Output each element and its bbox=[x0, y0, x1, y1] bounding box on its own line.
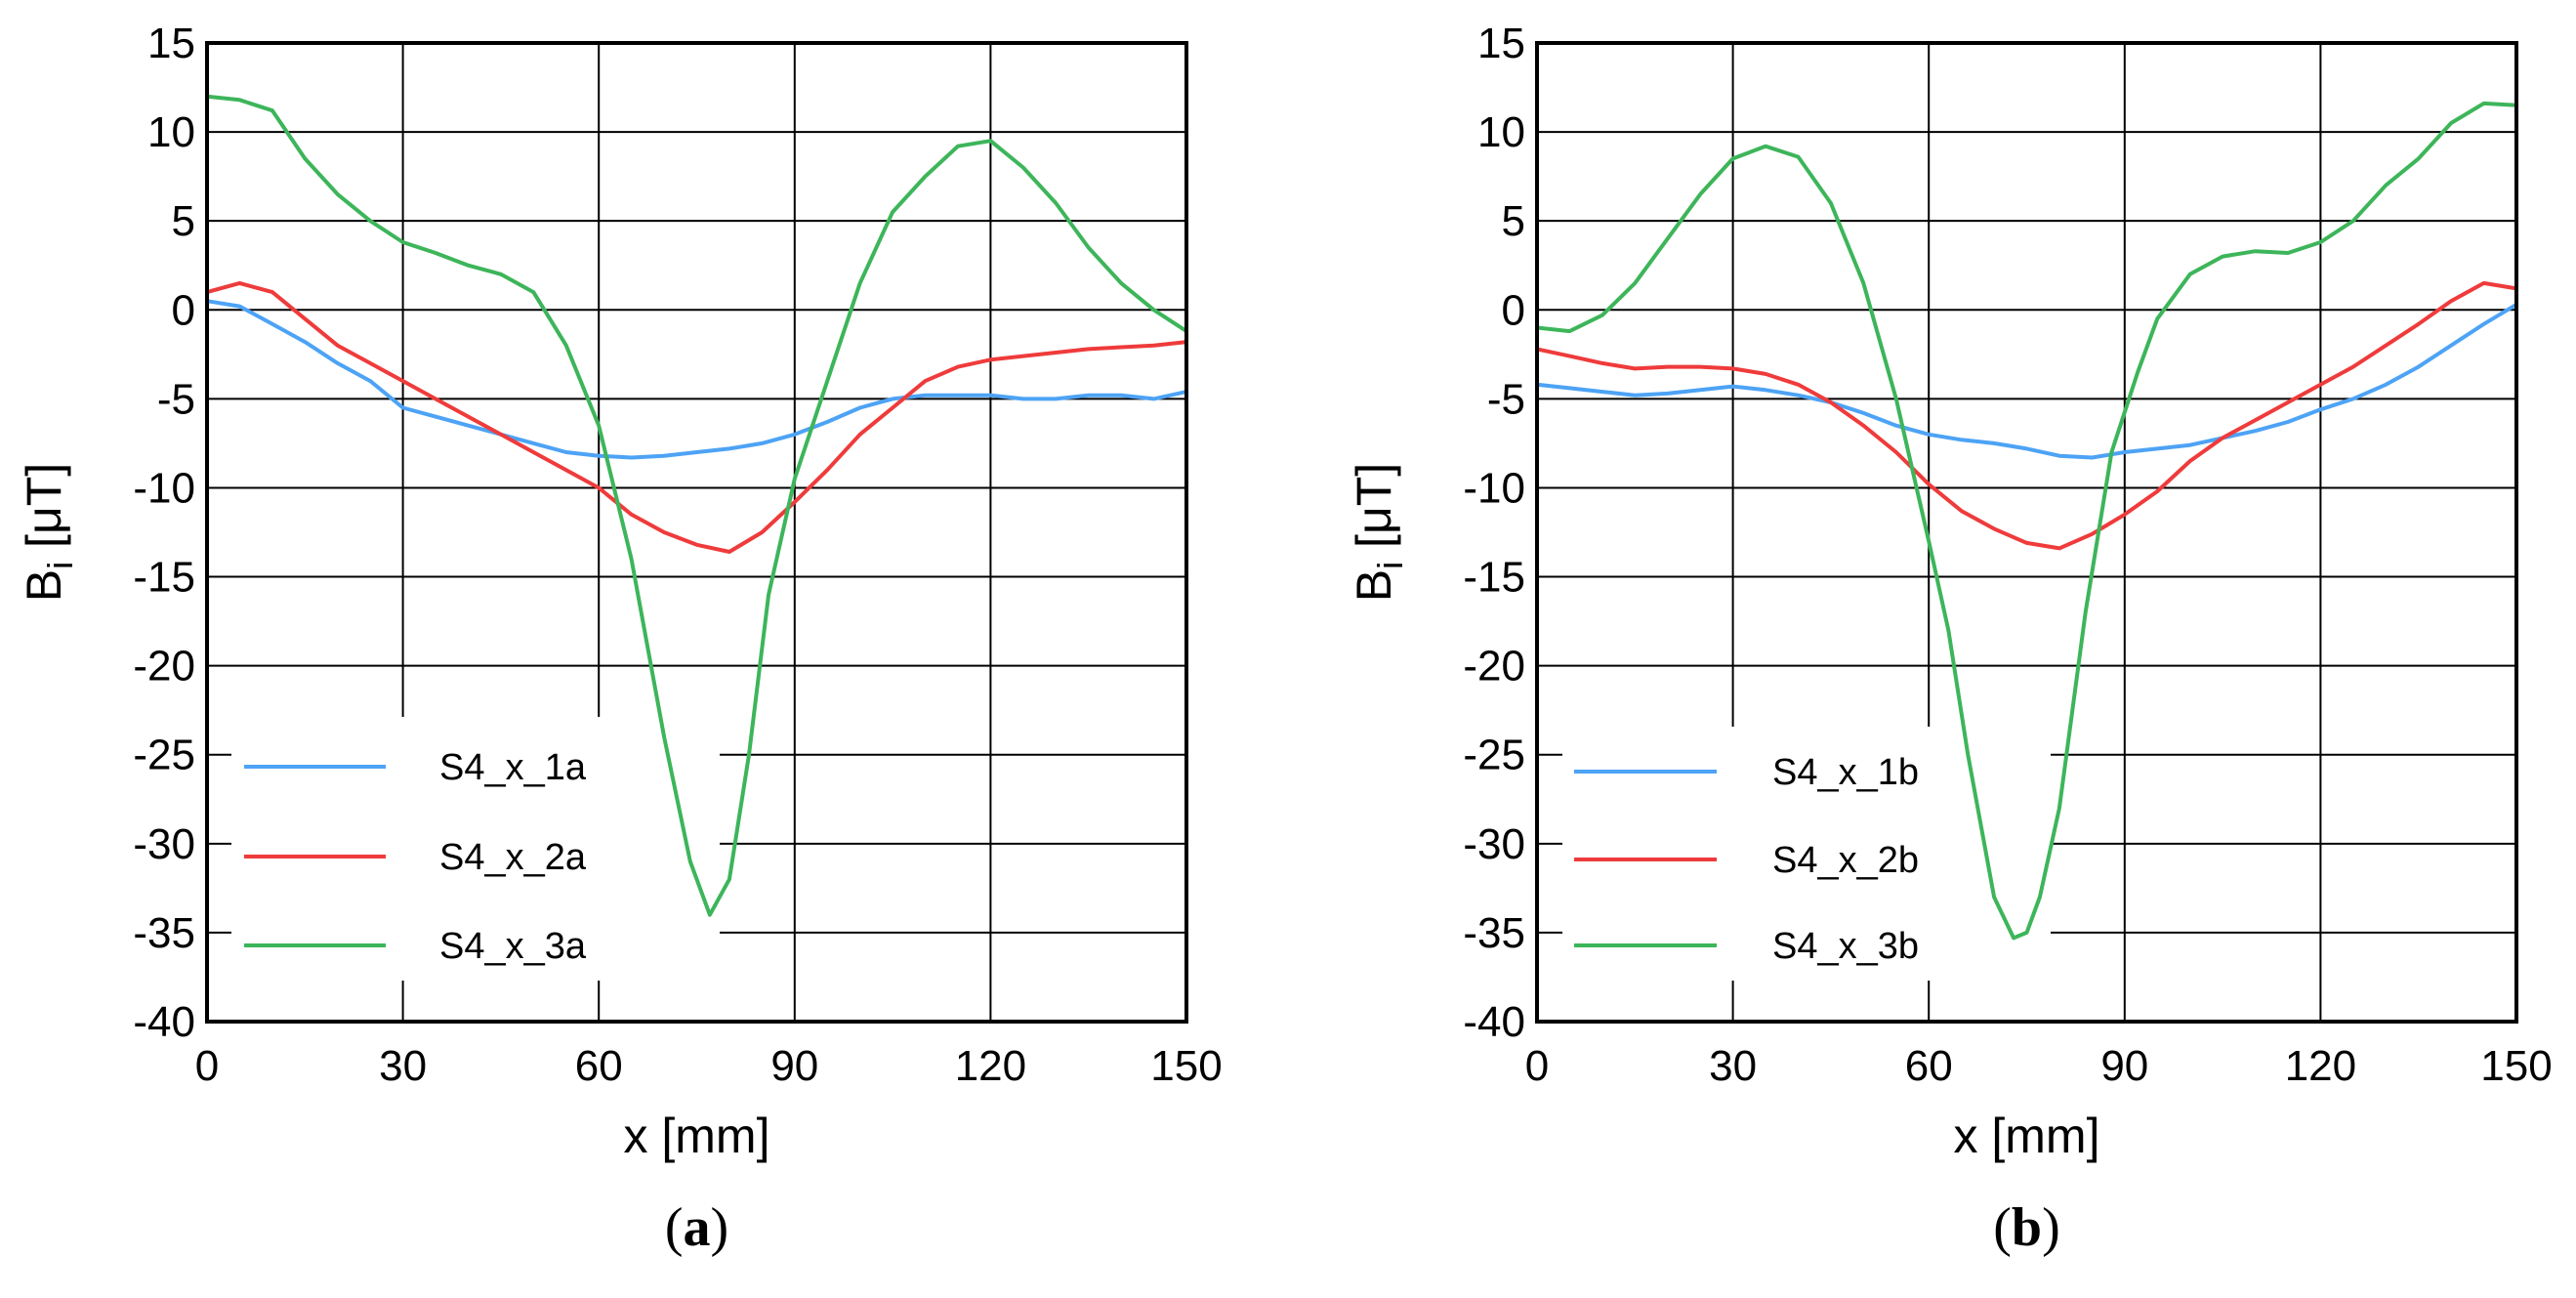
panel-a-chart: 0 30 60 90 120 150 15 10 5 0 -5 -10 -15 -20 -25 -30 -35 -… bbox=[17, 20, 1223, 1258]
x-tick-label: 30 bbox=[1709, 1042, 1757, 1090]
x-tick-label: 90 bbox=[770, 1042, 818, 1090]
x-tick-label: 90 bbox=[2100, 1042, 2148, 1090]
series-line-S4_x_2a bbox=[205, 280, 1188, 554]
x-tick-label: 60 bbox=[1905, 1042, 1953, 1090]
x-tick-label: 30 bbox=[379, 1042, 427, 1090]
legend-background bbox=[231, 717, 720, 981]
legend-label-S4_x_3a: S4_x_3a bbox=[439, 926, 587, 967]
legend-label-S4_x_3b: S4_x_3b bbox=[1772, 926, 1919, 967]
y-tick-label: 0 bbox=[1502, 286, 1525, 334]
x-tick-label: 120 bbox=[955, 1042, 1026, 1090]
y-tick-label: 0 bbox=[172, 286, 195, 334]
plot-frame bbox=[205, 41, 1188, 1024]
y-tick-label: -5 bbox=[157, 375, 195, 423]
y-tick-label: -5 bbox=[1487, 375, 1525, 423]
x-tick-label: 60 bbox=[575, 1042, 623, 1090]
y-tick-label: -35 bbox=[133, 909, 195, 957]
series-line-S4_x_2b bbox=[1535, 280, 2518, 551]
y-tick-label: -30 bbox=[133, 820, 195, 868]
series-line-S4_x_1b bbox=[1535, 302, 2518, 460]
legend-label-S4_x_2a: S4_x_2a bbox=[439, 837, 587, 878]
y-axis-label-unit: [μT] bbox=[1347, 463, 1401, 562]
y-axis-label-subscript: i bbox=[1370, 562, 1410, 569]
y-tick-label: -40 bbox=[133, 998, 195, 1046]
legend-label-S4_x_1a: S4_x_1a bbox=[439, 747, 587, 788]
panel-label: (b) bbox=[1993, 1197, 2059, 1258]
y-tick-label: -10 bbox=[1463, 464, 1525, 512]
legend: S4_x_1b S4_x_2b S4_x_3b bbox=[1574, 752, 1919, 967]
y-tick-label: -15 bbox=[1463, 554, 1525, 602]
panel-b-chart: 0 30 60 90 120 150 15 10 5 0 -5 -10 -15 -20 -25 -30 -35 -… bbox=[1347, 20, 2553, 1258]
legend: S4_x_1a S4_x_2a S4_x_3a bbox=[244, 747, 587, 967]
panel-label: (a) bbox=[665, 1197, 728, 1258]
y-tick-label: 15 bbox=[1477, 20, 1525, 67]
y-axis-label-symbol: B bbox=[17, 569, 71, 602]
series-line-S4_x_3a bbox=[205, 94, 1188, 917]
y-tick-label: -25 bbox=[1463, 732, 1525, 779]
y-axis-label: Bi [μT] bbox=[17, 463, 80, 602]
x-axis-label: x [mm] bbox=[1954, 1109, 2100, 1163]
plot-frame bbox=[1535, 41, 2518, 1024]
legend-label-S4_x_2b: S4_x_2b bbox=[1772, 840, 1919, 881]
y-axis-label-unit: [μT] bbox=[17, 463, 71, 562]
x-axis-label: x [mm] bbox=[624, 1109, 770, 1163]
x-tick-label: 120 bbox=[2285, 1042, 2356, 1090]
x-tick-label: 150 bbox=[2480, 1042, 2552, 1090]
y-tick-label: 5 bbox=[172, 197, 195, 245]
y-tick-label: -30 bbox=[1463, 820, 1525, 868]
legend-label-S4_x_1b: S4_x_1b bbox=[1772, 752, 1919, 793]
y-tick-label: -35 bbox=[1463, 909, 1525, 957]
y-tick-label: 15 bbox=[147, 20, 195, 67]
y-tick-label: -20 bbox=[133, 643, 195, 691]
y-tick-label: -40 bbox=[1463, 998, 1525, 1046]
x-tick-label: 150 bbox=[1150, 1042, 1222, 1090]
y-tick-label: 5 bbox=[1502, 197, 1525, 245]
y-tick-label: -25 bbox=[133, 732, 195, 779]
y-tick-label: 10 bbox=[1477, 108, 1525, 156]
y-tick-label: -20 bbox=[1463, 643, 1525, 691]
y-axis-label-subscript: i bbox=[40, 562, 80, 569]
y-axis-label: Bi [μT] bbox=[1347, 463, 1410, 602]
series-line-S4_x_3b bbox=[1535, 101, 2518, 941]
y-tick-label: -10 bbox=[133, 464, 195, 512]
y-tick-label: -15 bbox=[133, 554, 195, 602]
y-tick-label: 10 bbox=[147, 108, 195, 156]
x-tick-label: 0 bbox=[195, 1042, 219, 1090]
series-line-S4_x_1a bbox=[205, 299, 1188, 460]
x-tick-label: 0 bbox=[1525, 1042, 1549, 1090]
y-axis-label-symbol: B bbox=[1347, 569, 1401, 602]
